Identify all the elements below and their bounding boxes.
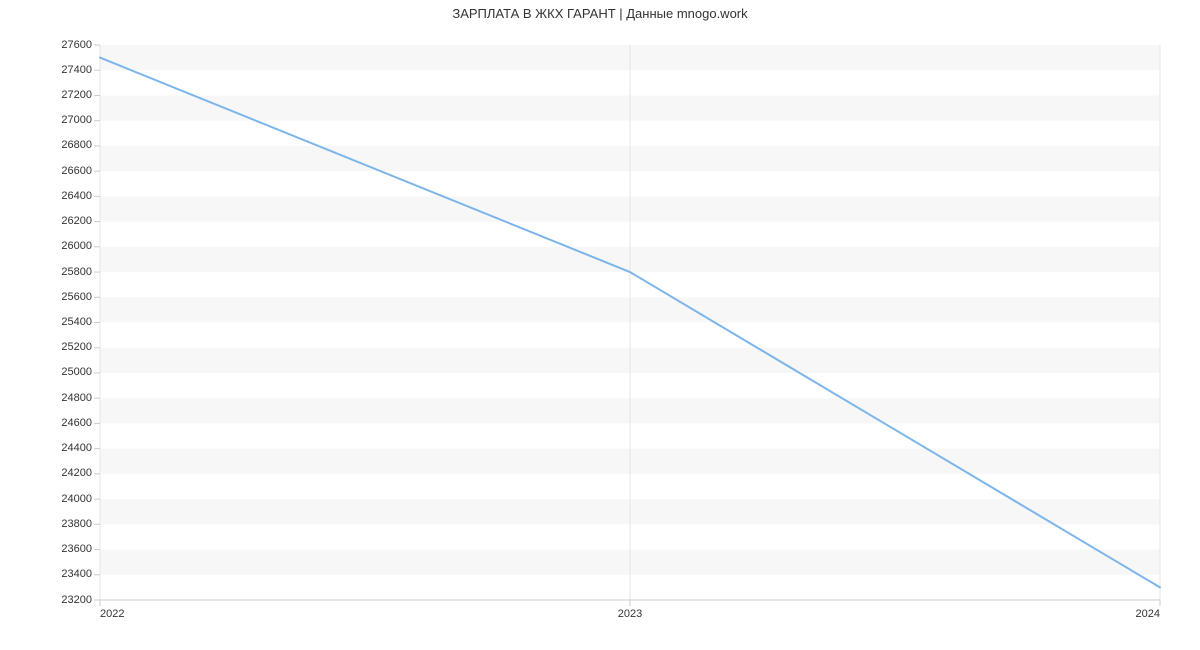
y-tick-label: 26200 (61, 215, 92, 227)
chart-title: ЗАРПЛАТА В ЖКХ ГАРАНТ | Данные mnogo.wor… (0, 6, 1200, 21)
chart-plot-area (100, 45, 1160, 600)
y-tick-label: 25000 (61, 366, 92, 378)
x-tick-label: 2024 (1100, 608, 1160, 620)
y-tick-label: 27600 (61, 39, 92, 51)
y-tick-label: 25400 (61, 316, 92, 328)
x-tick-label: 2022 (100, 608, 160, 620)
y-tick-label: 23400 (61, 568, 92, 580)
y-tick-label: 23600 (61, 543, 92, 555)
y-tick-label: 23800 (61, 518, 92, 530)
y-tick-label: 25600 (61, 291, 92, 303)
y-tick-label: 24200 (61, 467, 92, 479)
y-tick-label: 24400 (61, 442, 92, 454)
y-tick-label: 27400 (61, 64, 92, 76)
y-tick-label: 24600 (61, 417, 92, 429)
y-tick-label: 26400 (61, 190, 92, 202)
x-tick-label: 2023 (600, 608, 660, 620)
y-tick-label: 27000 (61, 114, 92, 126)
y-tick-label: 24800 (61, 392, 92, 404)
salary-line-chart: ЗАРПЛАТА В ЖКХ ГАРАНТ | Данные mnogo.wor… (0, 0, 1200, 650)
y-tick-label: 26600 (61, 165, 92, 177)
y-tick-label: 23200 (61, 594, 92, 606)
y-tick-label: 25800 (61, 266, 92, 278)
y-tick-label: 24000 (61, 493, 92, 505)
y-tick-label: 26000 (61, 240, 92, 252)
y-tick-label: 26800 (61, 139, 92, 151)
y-tick-label: 27200 (61, 89, 92, 101)
y-tick-label: 25200 (61, 341, 92, 353)
